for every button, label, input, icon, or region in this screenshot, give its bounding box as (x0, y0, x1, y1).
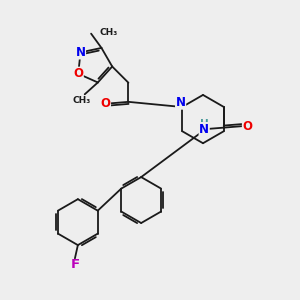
Text: H: H (200, 119, 208, 129)
Text: N: N (176, 96, 186, 109)
Text: O: O (73, 67, 83, 80)
Text: O: O (242, 120, 253, 133)
Text: CH₃: CH₃ (73, 96, 91, 105)
Text: O: O (100, 97, 110, 110)
Text: CH₃: CH₃ (99, 28, 118, 37)
Text: F: F (70, 258, 80, 271)
Text: N: N (76, 46, 85, 59)
Text: N: N (199, 123, 209, 136)
